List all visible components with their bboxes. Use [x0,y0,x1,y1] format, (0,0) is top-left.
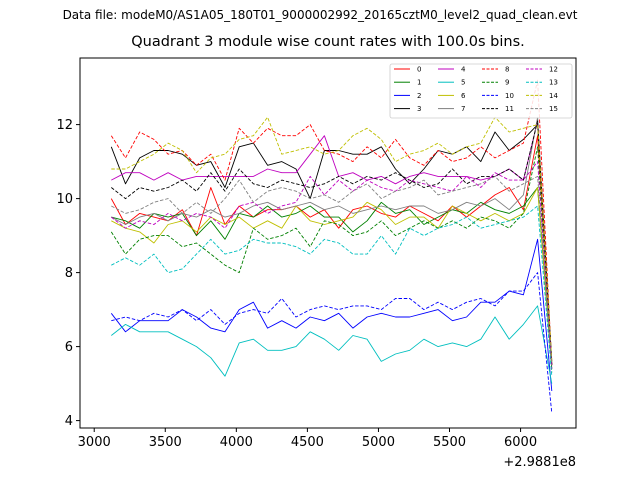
legend-label-0: 0 [417,66,421,74]
series-line-10 [111,272,553,414]
series-line-5 [111,305,553,384]
x-tick-label: 6000 [504,435,537,450]
x-offset-label: +2.9881e8 [503,455,576,470]
legend-label-5: 5 [461,79,465,87]
x-tick-label: 4000 [220,435,253,450]
legend-label-4: 4 [461,66,466,74]
legend-label-1: 1 [417,79,421,87]
y-tick-label: 6 [65,340,73,355]
series-line-9 [110,146,553,373]
legend-label-2: 2 [417,92,421,100]
plot-frame [79,57,577,429]
legend-box [389,63,573,119]
series-line-6 [111,187,553,366]
legend-label-3: 3 [417,105,421,113]
legend-label-14: 14 [549,92,558,100]
series-line-15 [111,175,553,366]
legend-label-6: 6 [461,92,466,100]
legend-label-11: 11 [505,105,514,113]
x-tick-label: 3000 [78,435,111,450]
series-line-1 [111,187,553,369]
series-layer [110,79,553,414]
series-line-7 [111,116,553,366]
x-tick-label: 3500 [149,435,182,450]
series-line-3 [110,124,553,362]
y-tick-label: 8 [65,266,73,281]
y-tick-label: 10 [56,192,73,207]
legend-label-9: 9 [505,79,509,87]
y-tick-label: 12 [56,118,73,133]
x-tick-label: 5000 [362,435,395,450]
x-tick-label: 5500 [433,435,466,450]
legend-label-15: 15 [549,105,558,113]
series-line-14 [111,116,553,362]
legend-label-8: 8 [505,66,509,74]
series-line-13 [111,205,553,377]
series-line-11 [111,120,553,366]
legend-label-10: 10 [505,92,514,100]
series-line-4 [111,120,553,366]
axes-layer: 3000 3500 4000 4500 5000 5500 6000 4 6 8 10 12 [56,118,537,450]
series-line-12 [111,161,553,369]
series-line-2 [110,238,553,392]
legend-label-12: 12 [549,66,558,74]
y-tick-label: 4 [65,414,73,429]
chart-title: Quadrant 3 module wise count rates with … [131,34,525,50]
x-tick-label: 4500 [291,435,324,450]
legend-label-13: 13 [549,79,558,87]
figure-suptitle: Data file: modeM0/AS1A05_180T01_90000029… [62,8,578,22]
legend-label-7: 7 [461,105,465,113]
